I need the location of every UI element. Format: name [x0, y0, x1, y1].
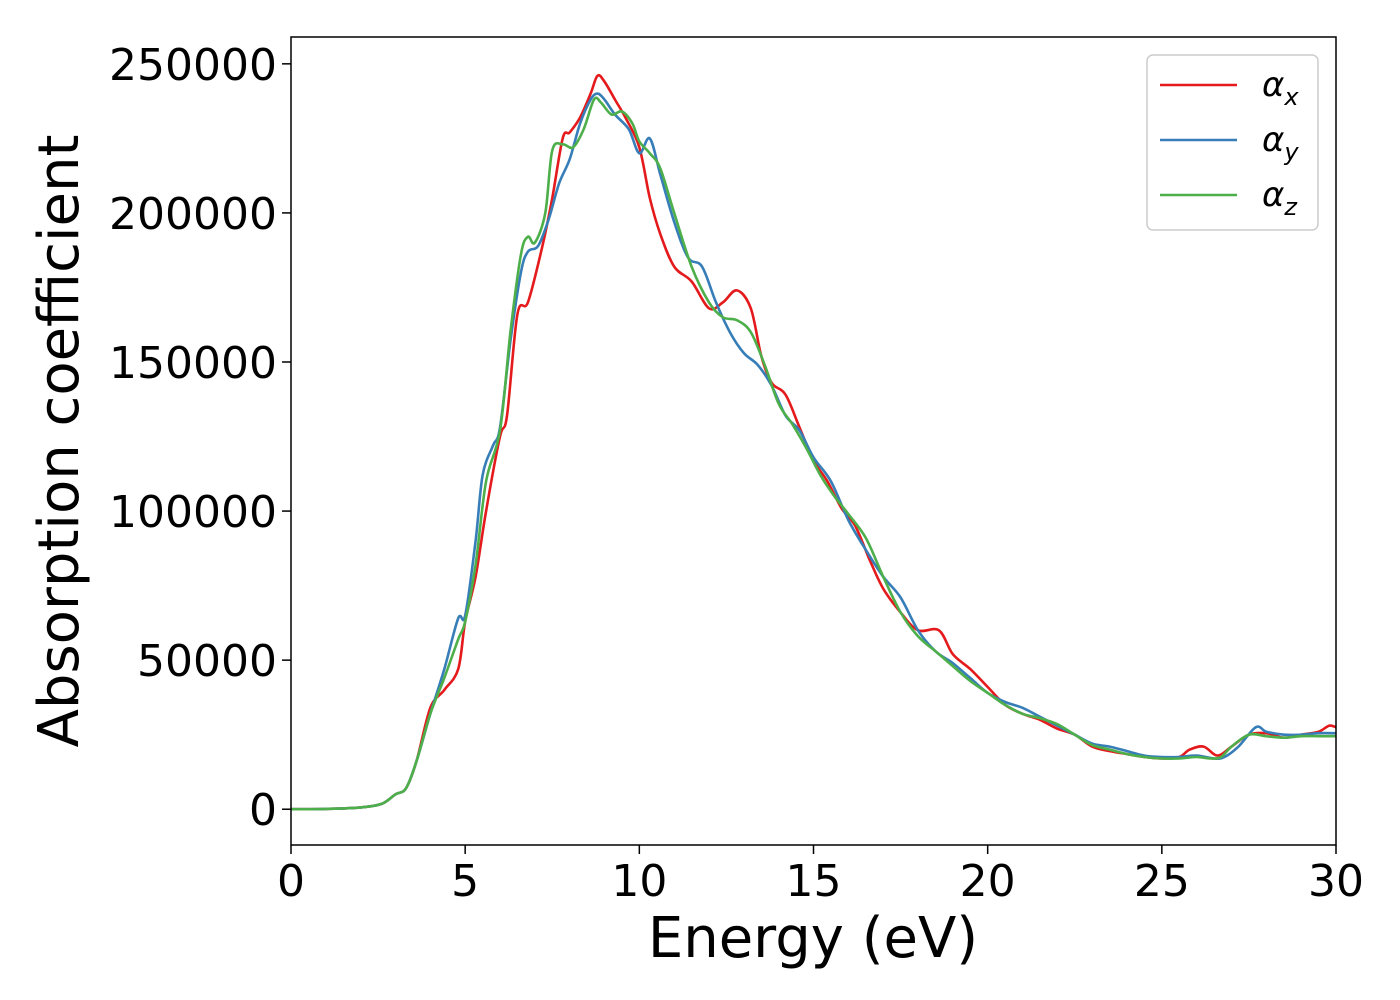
y-tick-label: 0: [249, 785, 277, 836]
series-layer: [290, 74, 1337, 811]
x-tick-label: 30: [1308, 856, 1364, 907]
x-axis-label: Energy (eV): [648, 906, 978, 971]
y-tick-label: 250000: [109, 40, 277, 91]
x-tick-label: 25: [1134, 856, 1190, 907]
x-tick-label: 20: [960, 856, 1016, 907]
x-axis: 0 5 10 15 20 25 30: [277, 845, 1364, 907]
x-tick-label: 0: [277, 856, 305, 907]
series-line-y: [290, 92, 1337, 811]
y-tick-label: 100000: [109, 487, 277, 538]
y-axis-label: Absorption coefficient: [27, 135, 92, 748]
y-tick-label: 150000: [109, 338, 277, 389]
legend-box: [1146, 54, 1319, 231]
x-tick-label: 10: [611, 856, 667, 907]
y-axis: 0 50000 100000 150000 200000 250000: [109, 40, 291, 836]
legend-label-y: αy: [1262, 120, 1299, 166]
x-tick-label: 5: [451, 856, 479, 907]
x-tick-label: 15: [786, 856, 842, 907]
y-tick-label: 50000: [137, 636, 277, 687]
legend-label-z: αz: [1262, 175, 1298, 221]
series-line-z: [290, 96, 1336, 811]
y-tick-label: 200000: [109, 189, 277, 240]
legend: αx αy αz: [1146, 54, 1319, 231]
legend-label-x: αx: [1262, 65, 1299, 111]
